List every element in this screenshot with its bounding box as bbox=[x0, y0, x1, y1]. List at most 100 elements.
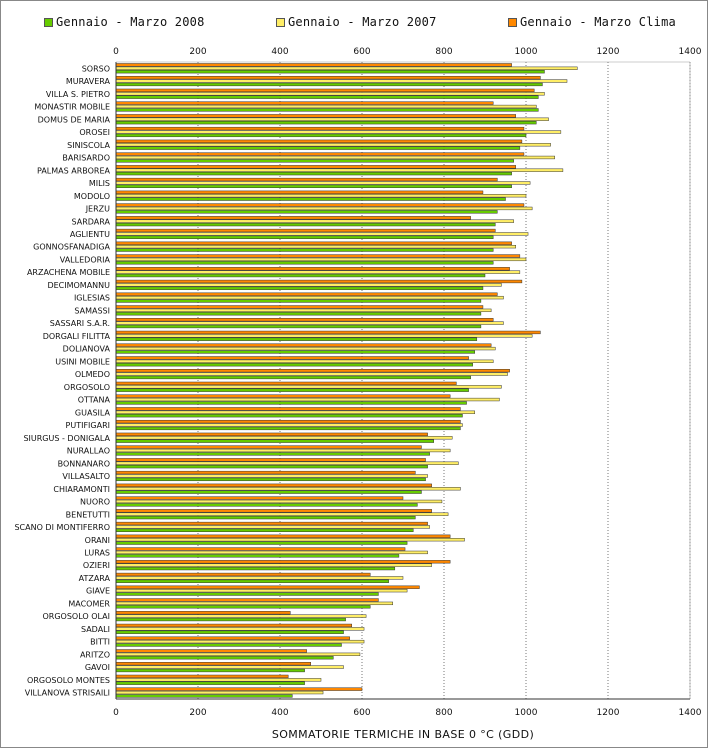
x-tick-label-top: 1000 bbox=[515, 47, 538, 57]
legend-swatch-2008 bbox=[44, 17, 53, 27]
bar bbox=[115, 525, 430, 529]
legend-item-clima: Gennaio - Marzo Clima bbox=[508, 14, 676, 30]
category-label: DORGALI FILITTA bbox=[43, 332, 111, 341]
bar bbox=[115, 372, 508, 376]
bar bbox=[115, 627, 365, 631]
bar bbox=[115, 155, 555, 160]
legend-item-2007: Gennaio - Marzo 2007 bbox=[276, 14, 437, 30]
bar bbox=[115, 554, 400, 558]
x-tick-label-top: 1400 bbox=[679, 47, 702, 57]
bar bbox=[115, 152, 525, 156]
category-label: NURALLAO bbox=[67, 447, 110, 456]
category-label: DOLIANOVA bbox=[63, 345, 111, 354]
bar bbox=[115, 470, 416, 475]
category-label: BARISARDO bbox=[62, 154, 110, 163]
bar bbox=[115, 330, 541, 335]
legend-label-2007: Gennaio - Marzo 2007 bbox=[288, 15, 437, 29]
bar bbox=[115, 356, 469, 360]
bar bbox=[115, 305, 484, 309]
bar bbox=[115, 63, 512, 67]
category-label: OTTANA bbox=[78, 396, 111, 405]
bar bbox=[115, 343, 492, 347]
bar bbox=[115, 397, 500, 402]
bar bbox=[115, 216, 471, 220]
bar bbox=[115, 235, 494, 239]
bar bbox=[115, 197, 506, 201]
category-label: AGLIENTU bbox=[70, 230, 110, 239]
bar bbox=[115, 114, 516, 118]
bar bbox=[115, 665, 344, 669]
x-axis-title: SOMMATORIE TERMICHE IN BASE 0 °C (GDD) bbox=[271, 728, 535, 741]
bar bbox=[115, 630, 344, 634]
bar bbox=[115, 385, 502, 389]
bar bbox=[115, 146, 521, 150]
bar bbox=[115, 117, 549, 121]
x-tick-label-top: 800 bbox=[435, 47, 452, 57]
bar bbox=[115, 464, 428, 469]
bar bbox=[115, 410, 475, 414]
category-label: ORGOSOLO bbox=[64, 383, 110, 392]
bar bbox=[115, 75, 541, 80]
category-label: ATZARA bbox=[79, 574, 111, 583]
x-tick-label-top: 1200 bbox=[597, 47, 620, 57]
category-label: ARZACHENA MOBILE bbox=[27, 268, 110, 277]
x-tick-label-bottom: 600 bbox=[353, 708, 370, 718]
bar bbox=[115, 636, 350, 640]
bar bbox=[115, 82, 543, 87]
category-label: VALLEDORIA bbox=[60, 255, 111, 264]
x-tick-label-bottom: 0 bbox=[113, 708, 119, 718]
bar bbox=[115, 579, 389, 583]
bar bbox=[115, 321, 504, 325]
bar bbox=[115, 248, 494, 252]
bar bbox=[115, 414, 463, 418]
category-label: GAVOI bbox=[85, 663, 110, 672]
bar bbox=[115, 611, 291, 615]
bar bbox=[115, 101, 494, 105]
category-label: BITTI bbox=[90, 638, 110, 647]
bar bbox=[115, 461, 459, 465]
bar bbox=[115, 181, 531, 185]
category-label: SADALI bbox=[81, 625, 110, 634]
category-label: SAMASSI bbox=[74, 306, 110, 315]
category-label: ARITZO bbox=[80, 650, 110, 659]
bar bbox=[115, 363, 473, 367]
bar bbox=[115, 474, 428, 478]
bar bbox=[115, 521, 428, 526]
bar bbox=[115, 401, 467, 405]
bar bbox=[115, 487, 461, 491]
x-tick-label-bottom: 1400 bbox=[679, 708, 702, 718]
bar bbox=[115, 694, 293, 698]
bar bbox=[115, 499, 443, 504]
bar bbox=[115, 601, 393, 606]
category-label: MURAVERA bbox=[66, 77, 111, 86]
bar bbox=[115, 241, 512, 245]
bar bbox=[115, 448, 451, 453]
bar bbox=[115, 490, 422, 494]
bar bbox=[115, 687, 363, 691]
bar bbox=[115, 576, 404, 580]
category-label: SORSO bbox=[82, 64, 110, 73]
category-label: BENETUTTI bbox=[66, 510, 110, 519]
bar bbox=[115, 267, 510, 271]
bar bbox=[115, 286, 484, 290]
bar bbox=[115, 359, 494, 363]
bar bbox=[115, 346, 496, 351]
bar bbox=[115, 369, 510, 373]
category-label: PALMAS ARBOREA bbox=[37, 166, 111, 175]
category-label: OROSEI bbox=[79, 128, 110, 137]
category-label: GONNOSFANADIGA bbox=[33, 243, 110, 252]
bar bbox=[115, 563, 432, 567]
bar bbox=[115, 126, 525, 131]
category-label: VILLANOVA STRISAILI bbox=[25, 689, 110, 698]
bar bbox=[115, 232, 529, 236]
x-tick-label-bottom: 800 bbox=[435, 708, 452, 718]
bar bbox=[115, 261, 494, 265]
bar bbox=[115, 690, 324, 695]
bar bbox=[115, 483, 432, 487]
bar bbox=[115, 541, 408, 545]
category-label: PUTIFIGARI bbox=[66, 421, 110, 430]
bar bbox=[115, 598, 379, 602]
bar bbox=[115, 295, 504, 300]
x-tick-label-bottom: 1000 bbox=[515, 708, 538, 718]
